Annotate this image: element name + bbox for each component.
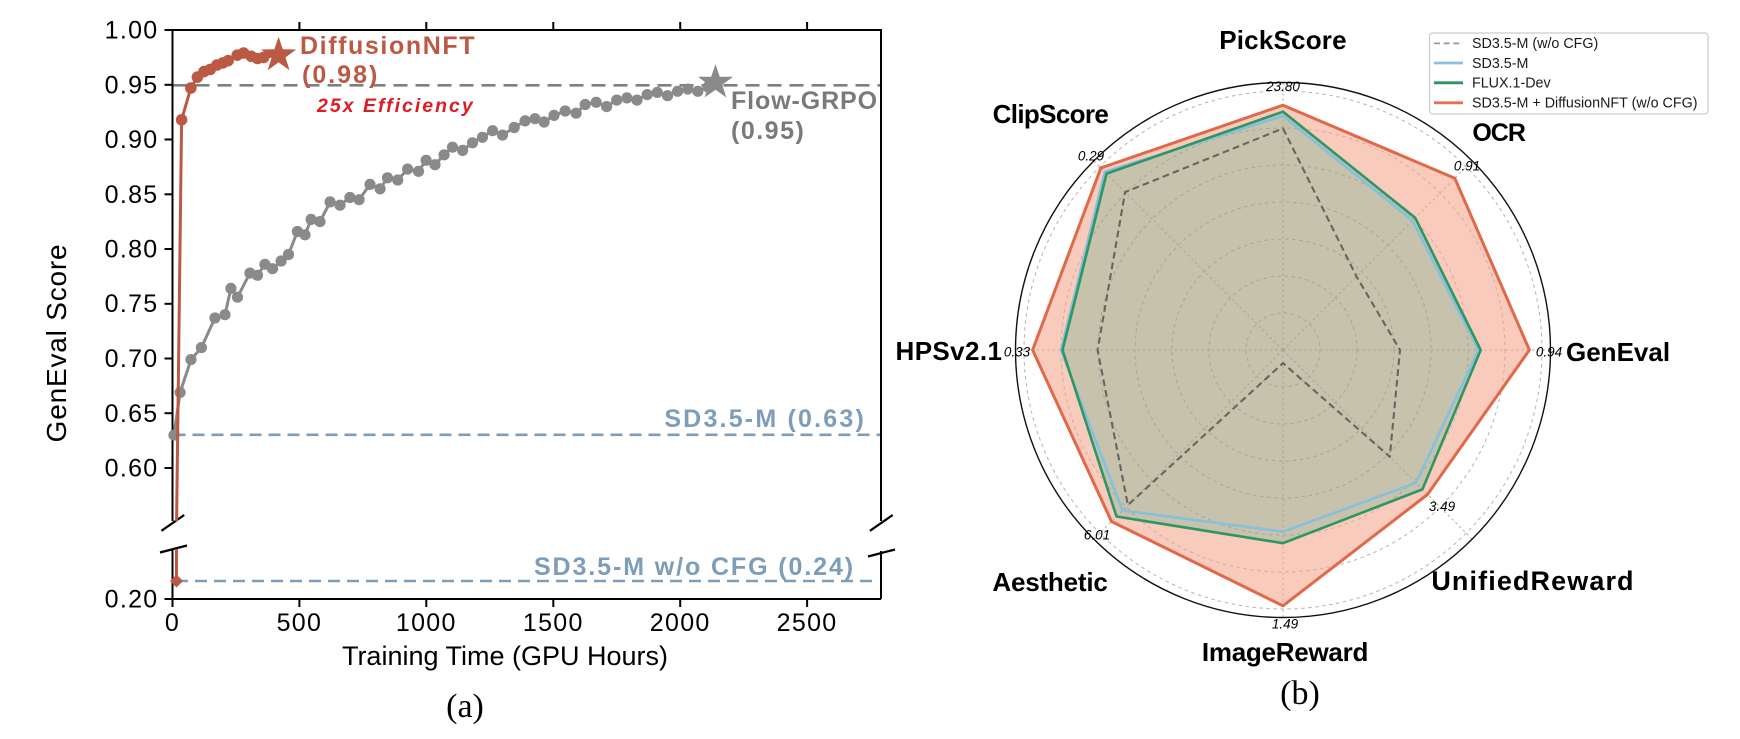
svg-text:SD3.5-M (0.63): SD3.5-M (0.63) <box>664 405 866 433</box>
svg-text:ClipScore: ClipScore <box>993 99 1109 129</box>
svg-text:0.75: 0.75 <box>105 290 159 318</box>
svg-text:(a): (a) <box>446 688 484 725</box>
svg-text:GenEval: GenEval <box>1566 337 1670 367</box>
svg-text:0.60: 0.60 <box>105 455 159 483</box>
svg-text:FLUX.1-Dev: FLUX.1-Dev <box>1472 76 1552 92</box>
svg-text:0.90: 0.90 <box>105 126 159 154</box>
svg-text:ImageReward: ImageReward <box>1202 637 1368 667</box>
svg-text:(0.98): (0.98) <box>302 61 379 89</box>
svg-text:SD3.5-M (w/o CFG): SD3.5-M (w/o CFG) <box>1472 36 1598 52</box>
svg-text:0.70: 0.70 <box>105 345 159 373</box>
svg-text:0.91: 0.91 <box>1454 158 1480 173</box>
svg-text:HPSv2.1: HPSv2.1 <box>896 336 1003 366</box>
svg-text:0.20: 0.20 <box>105 586 159 614</box>
svg-text:2500: 2500 <box>777 609 838 637</box>
svg-text:PickScore: PickScore <box>1219 25 1347 55</box>
svg-text:DiffusionNFT: DiffusionNFT <box>300 32 476 60</box>
svg-text:Flow-GRPO: Flow-GRPO <box>731 87 878 115</box>
svg-text:0.33: 0.33 <box>1004 345 1031 360</box>
svg-text:0.94: 0.94 <box>1536 345 1562 360</box>
svg-text:2000: 2000 <box>650 609 711 637</box>
svg-text:1500: 1500 <box>523 609 584 637</box>
svg-text:25x Efficiency: 25x Efficiency <box>316 95 475 117</box>
svg-text:SD3.5-M w/o CFG (0.24): SD3.5-M w/o CFG (0.24) <box>534 553 855 581</box>
svg-text:Training Time (GPU Hours): Training Time (GPU Hours) <box>342 641 668 671</box>
svg-text:GenEval Score: GenEval Score <box>41 244 72 443</box>
svg-text:0.80: 0.80 <box>105 236 159 264</box>
svg-text:1.49: 1.49 <box>1272 617 1299 632</box>
svg-text:(0.95): (0.95) <box>731 117 805 145</box>
svg-text:0.85: 0.85 <box>105 181 159 209</box>
svg-text:SD3.5-M: SD3.5-M <box>1472 56 1528 72</box>
svg-text:0.65: 0.65 <box>105 400 159 428</box>
svg-text:(b): (b) <box>1280 675 1320 712</box>
svg-text:0.95: 0.95 <box>105 71 159 99</box>
svg-text:Aesthetic: Aesthetic <box>992 567 1107 597</box>
svg-text:SD3.5-M + DiffusionNFT (w/o CF: SD3.5-M + DiffusionNFT (w/o CFG) <box>1472 96 1698 112</box>
svg-text:UnifiedReward: UnifiedReward <box>1431 566 1634 596</box>
svg-text:1.00: 1.00 <box>105 17 159 45</box>
svg-text:23.80: 23.80 <box>1265 79 1300 94</box>
svg-text:500: 500 <box>277 609 323 637</box>
svg-text:OCR: OCR <box>1472 119 1526 147</box>
svg-text:0: 0 <box>165 609 180 637</box>
svg-text:3.49: 3.49 <box>1429 499 1456 514</box>
svg-text:1000: 1000 <box>396 609 457 637</box>
svg-text:6.01: 6.01 <box>1084 527 1110 542</box>
svg-text:0.29: 0.29 <box>1078 149 1105 164</box>
